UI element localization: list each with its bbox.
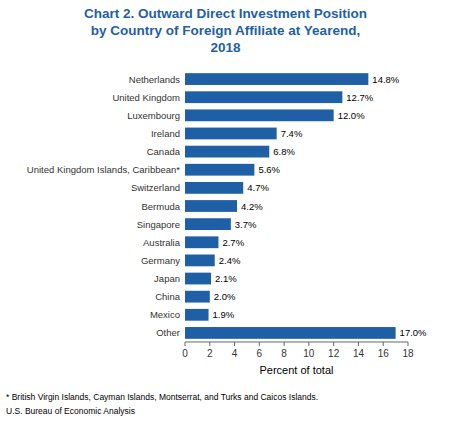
data-label: 5.6% [258, 164, 280, 175]
bar [185, 291, 210, 303]
data-label: 17.0% [400, 327, 427, 338]
data-label: 6.8% [273, 146, 295, 157]
data-label: 3.7% [235, 219, 257, 230]
category-label: Other [156, 327, 180, 338]
data-label: 2.0% [214, 291, 236, 302]
title: Chart 2. Outward Direct Investment Posit… [84, 6, 367, 55]
data-label: 12.7% [346, 92, 373, 103]
x-tick-label: 14 [353, 348, 365, 359]
footnote: U.S. Bureau of Economic Analysis [6, 406, 135, 416]
x-tick [284, 342, 285, 346]
category-label: Netherlands [129, 74, 180, 85]
bar [185, 146, 269, 158]
bar [185, 273, 211, 285]
data-label: 2.4% [219, 255, 241, 266]
bar [185, 309, 209, 321]
bar [185, 164, 254, 176]
data-label: 2.7% [222, 237, 244, 248]
data-label: 4.7% [247, 182, 269, 193]
category-label: Germany [141, 255, 180, 266]
x-tick-label: 0 [182, 348, 188, 359]
category-label: United Kingdom [112, 92, 180, 103]
category-label: China [155, 291, 181, 302]
x-tick-label: 2 [207, 348, 213, 359]
data-label: 14.8% [372, 74, 399, 85]
category-label: Singapore [137, 219, 180, 230]
x-tick [259, 342, 260, 346]
bar [185, 218, 231, 230]
footnote: * British Virgin Islands, Cayman Islands… [6, 392, 318, 402]
title-line: Chart 2. Outward Direct Investment Posit… [84, 6, 367, 21]
data-label: 7.4% [281, 128, 303, 139]
x-tick-label: 12 [328, 348, 340, 359]
category-label: Mexico [150, 309, 180, 320]
x-tick-label: 10 [303, 348, 315, 359]
chart: Chart 2. Outward Direct Investment Posit… [0, 0, 451, 426]
title-line: 2018 [210, 40, 241, 55]
category-label: United Kingdom Islands, Caribbean* [27, 164, 180, 175]
bar [185, 182, 243, 194]
category-label: Bermuda [141, 201, 180, 212]
x-tick [308, 342, 309, 346]
x-axis [185, 342, 408, 343]
bar [185, 255, 215, 267]
category-label: Luxembourg [127, 110, 180, 121]
data-label: 1.9% [213, 309, 235, 320]
bars [185, 73, 396, 339]
x-tick [383, 342, 384, 346]
title-line: by Country of Foreign Affiliate at Yeare… [91, 23, 360, 38]
x-axis-label: Percent of total [260, 364, 334, 376]
x-tick [234, 342, 235, 346]
x-tick [209, 342, 210, 346]
x-tick [333, 342, 334, 346]
x-tick-label: 4 [232, 348, 238, 359]
category-label: Canada [147, 146, 181, 157]
bar [185, 128, 277, 140]
category-label: Japan [154, 273, 180, 284]
category-label: Australia [143, 237, 181, 248]
x-tick-label: 6 [257, 348, 263, 359]
bar [185, 91, 342, 103]
bar [185, 73, 368, 85]
x-tick-label: 16 [378, 348, 390, 359]
x-tick-label: 8 [281, 348, 287, 359]
x-tick-label: 18 [402, 348, 414, 359]
data-label: 12.0% [338, 110, 365, 121]
bar [185, 327, 396, 339]
bar [185, 236, 218, 248]
x-tick [408, 342, 409, 346]
bar [185, 200, 237, 212]
data-label: 2.1% [215, 273, 237, 284]
bar [185, 109, 334, 121]
category-label: Ireland [151, 128, 180, 139]
data-label: 4.2% [241, 201, 263, 212]
x-tick [185, 342, 186, 346]
category-label: Switzerland [131, 182, 180, 193]
x-tick [358, 342, 359, 346]
